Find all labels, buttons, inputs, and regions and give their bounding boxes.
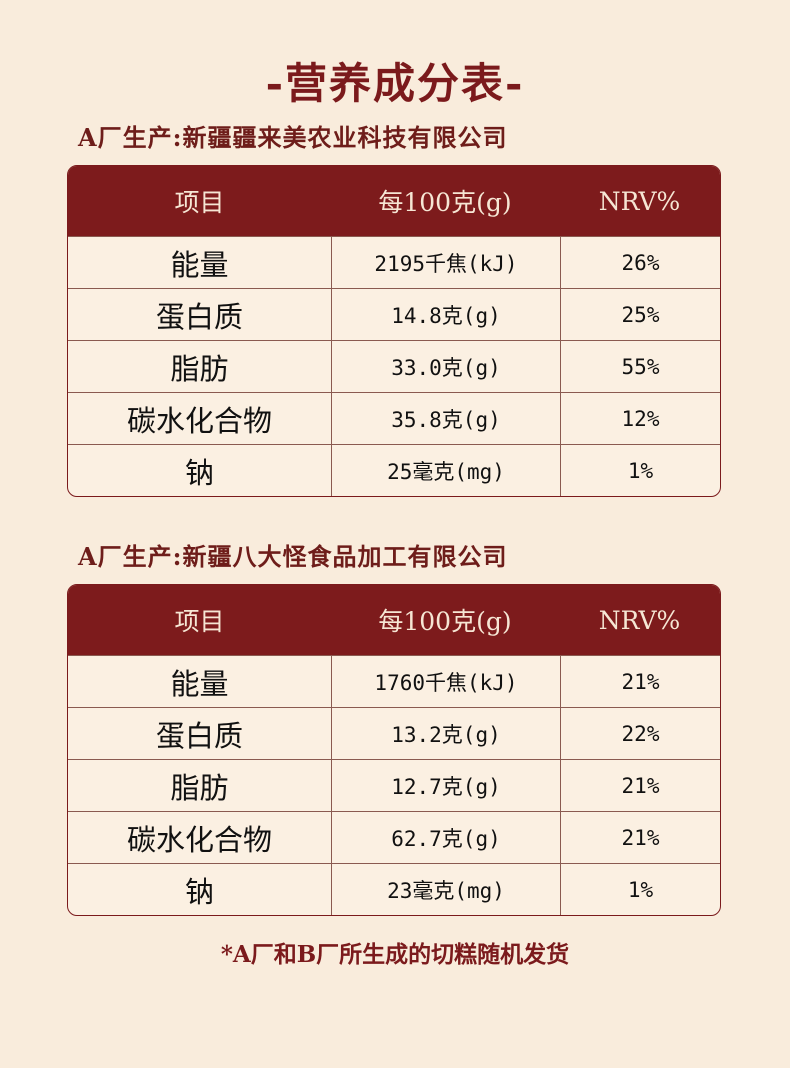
table-row: 钠 23毫克(mg) 1% [68, 863, 720, 915]
item-cell: 钠 [68, 864, 332, 915]
nutrition-table: 项目 每100克(g) NRV% 能量 2195千焦(kJ) 26% 蛋白质 1… [67, 165, 721, 497]
table-header: 项目 每100克(g) NRV% [68, 585, 720, 655]
nrv-cell: 12% [621, 406, 660, 431]
value-cell: 35.8克(g) [332, 393, 561, 444]
header-item: 项目 [174, 607, 225, 636]
item-cell: 脂肪 [68, 341, 332, 392]
table-row: 脂肪 12.7克(g) 21% [68, 759, 720, 811]
nrv-cell: 21% [621, 773, 660, 798]
nrv-cell: 1% [627, 877, 654, 902]
item-cell: 蛋白质 [68, 289, 332, 340]
table-row: 蛋白质 13.2克(g) 22% [68, 707, 720, 759]
header-per100: 每100克(g) [378, 188, 512, 217]
value-cell: 33.0克(g) [332, 341, 561, 392]
item-cell: 脂肪 [68, 760, 332, 811]
value-cell: 23毫克(mg) [332, 864, 561, 915]
nrv-cell: 22% [621, 721, 660, 746]
nrv-cell: 1% [627, 458, 654, 483]
item-cell: 碳水化合物 [68, 393, 332, 444]
header-per100: 每100克(g) [378, 607, 512, 636]
value-cell: 2195千焦(kJ) [332, 237, 561, 288]
nrv-cell: 21% [621, 825, 660, 850]
page-title: -营养成分表- [265, 59, 525, 108]
value-cell: 25毫克(mg) [332, 445, 561, 496]
value-cell: 13.2克(g) [332, 708, 561, 759]
table-row: 脂肪 33.0克(g) 55% [68, 340, 720, 392]
nrv-cell: 25% [621, 302, 660, 327]
manufacturer-label: A厂生产:新疆八大怪食品加工有限公司 [78, 542, 508, 571]
header-nrv: NRV% [598, 605, 681, 635]
table-row: 碳水化合物 35.8克(g) 12% [68, 392, 720, 444]
item-cell: 能量 [68, 237, 332, 288]
manufacturer-label: A厂生产:新疆疆来美农业科技有限公司 [78, 123, 508, 152]
value-cell: 1760千焦(kJ) [332, 656, 561, 707]
table-header: 项目 每100克(g) NRV% [68, 166, 720, 236]
footnote: *A厂和B厂所生成的切糕随机发货 [220, 941, 570, 968]
nrv-cell: 55% [621, 354, 660, 379]
item-cell: 蛋白质 [68, 708, 332, 759]
header-item: 项目 [174, 188, 225, 217]
table-row: 能量 1760千焦(kJ) 21% [68, 655, 720, 707]
value-cell: 62.7克(g) [332, 812, 561, 863]
nrv-cell: 21% [621, 669, 660, 694]
value-cell: 14.8克(g) [332, 289, 561, 340]
item-cell: 钠 [68, 445, 332, 496]
item-cell: 能量 [68, 656, 332, 707]
nrv-cell: 26% [621, 250, 660, 275]
table-row: 碳水化合物 62.7克(g) 21% [68, 811, 720, 863]
header-nrv: NRV% [598, 186, 681, 216]
nutrition-table: 项目 每100克(g) NRV% 能量 1760千焦(kJ) 21% 蛋白质 1… [67, 584, 721, 916]
table-row: 钠 25毫克(mg) 1% [68, 444, 720, 496]
table-row: 蛋白质 14.8克(g) 25% [68, 288, 720, 340]
value-cell: 12.7克(g) [332, 760, 561, 811]
table-row: 能量 2195千焦(kJ) 26% [68, 236, 720, 288]
item-cell: 碳水化合物 [68, 812, 332, 863]
